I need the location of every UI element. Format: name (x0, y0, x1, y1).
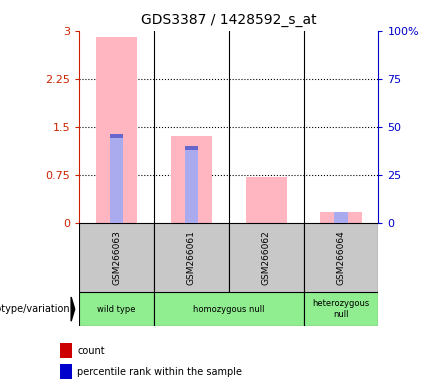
Bar (79, 223, 154, 292)
Bar (60, 364, 72, 379)
Bar (96, 37, 137, 223)
Polygon shape (71, 297, 75, 321)
Text: GSM266064: GSM266064 (337, 230, 345, 285)
Bar (320, 212, 362, 223)
Bar (171, 136, 212, 223)
Bar (154, 292, 304, 326)
Bar (60, 343, 72, 358)
Text: percentile rank within the sample: percentile rank within the sample (77, 367, 242, 377)
Bar (229, 223, 304, 292)
Bar (246, 177, 287, 223)
Bar (185, 146, 198, 223)
Bar (154, 223, 229, 292)
Bar (304, 223, 378, 292)
Bar (79, 292, 154, 326)
Text: GSM266063: GSM266063 (112, 230, 121, 285)
Text: wild type: wild type (97, 305, 136, 314)
Bar (304, 292, 378, 326)
Text: GSM266062: GSM266062 (262, 230, 271, 285)
Bar (334, 212, 348, 223)
Bar (110, 134, 123, 137)
Bar (110, 134, 123, 223)
Bar (185, 146, 198, 151)
Text: count: count (77, 346, 105, 356)
Title: GDS3387 / 1428592_s_at: GDS3387 / 1428592_s_at (141, 13, 317, 27)
Text: heterozygous
null: heterozygous null (312, 300, 370, 319)
Text: genotype/variation: genotype/variation (0, 304, 70, 314)
Text: GSM266061: GSM266061 (187, 230, 196, 285)
Text: homozygous null: homozygous null (193, 305, 264, 314)
